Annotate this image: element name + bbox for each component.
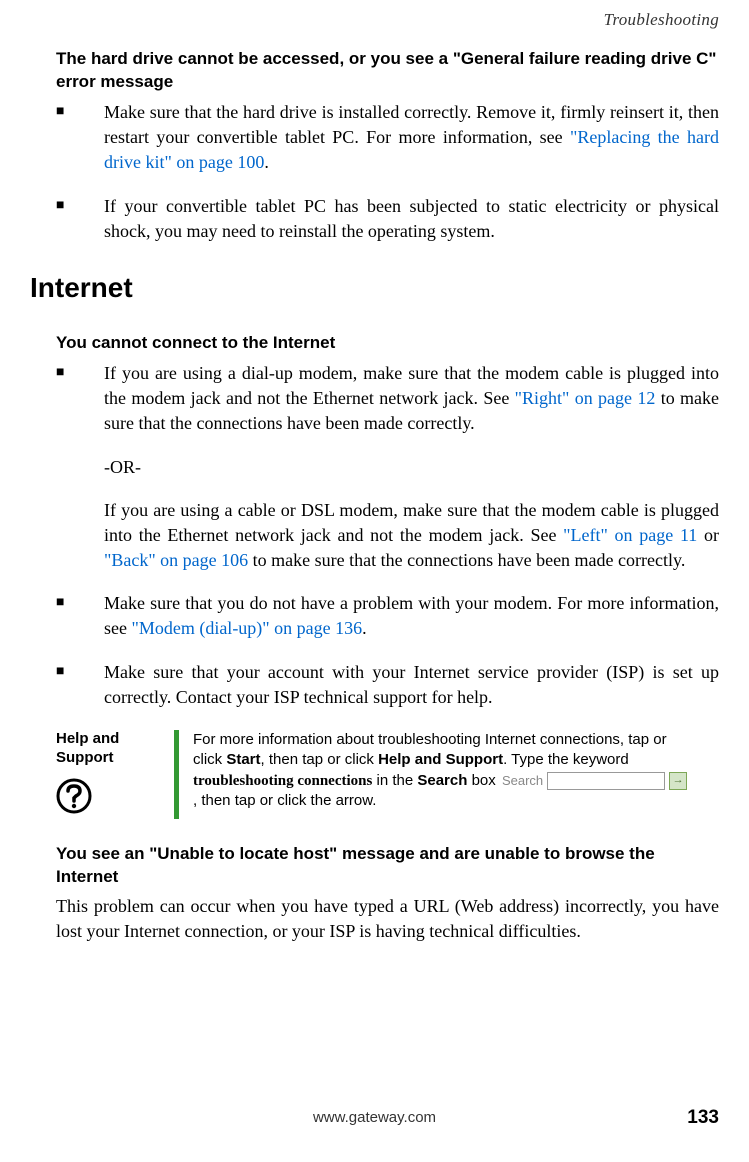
bold-help: Help and Support [378,751,503,768]
list-item: If you are using a dial-up modem, make s… [56,361,719,435]
text: or [697,525,719,545]
help-divider [174,730,179,819]
bullet-list-hd: Make sure that the hard drive is install… [56,100,719,244]
search-input[interactable] [547,772,665,790]
or-text: -OR- [104,455,719,480]
sub-para-dsl: If you are using a cable or DSL modem, m… [104,498,719,572]
search-label: Search [502,772,543,790]
text: box [467,772,500,789]
text: , then tap or click the arrow. [193,792,376,809]
link-left[interactable]: "Left" on page 11 [563,525,697,545]
list-item: Make sure that your account with your In… [56,660,719,710]
text: . Type the keyword [503,751,629,768]
list-item: Make sure that the hard drive is install… [56,100,719,174]
footer-url: www.gateway.com [313,1109,436,1126]
link-right[interactable]: "Right" on page 12 [515,388,656,408]
text: , then tap or click [261,751,379,768]
body-para-host: This problem can occur when you have typ… [56,894,719,944]
search-widget: Search → [502,772,687,790]
bold-start: Start [226,751,260,768]
bullet-list-internet2: Make sure that you do not have a problem… [56,591,719,710]
page-number: 133 [687,1107,719,1129]
list-item: Make sure that you do not have a problem… [56,591,719,641]
heading-no-connect: You cannot connect to the Internet [56,332,719,355]
heading-hd-error: The hard drive cannot be accessed, or yo… [56,48,719,94]
help-left: Help and Support [56,730,174,819]
text: . [362,618,367,638]
list-item: If your convertible tablet PC has been s… [56,194,719,244]
keyword: troubleshooting connections [193,773,372,789]
help-title: Help and Support [56,730,164,768]
text: to make sure that the connections have b… [248,550,685,570]
link-modem[interactable]: "Modem (dial-up)" on page 136 [131,618,362,638]
bullet-list-internet1: If you are using a dial-up modem, make s… [56,361,719,435]
help-text: For more information about troubleshooti… [193,730,693,819]
link-back[interactable]: "Back" on page 106 [104,550,248,570]
text: . [264,152,269,172]
text: in the [372,772,417,789]
section-internet: Internet [30,272,719,304]
heading-locate-host: You see an "Unable to locate host" messa… [56,843,719,889]
running-header: Troubleshooting [30,10,719,30]
help-support-box: Help and Support For more information ab… [56,730,693,819]
footer: www.gateway.com 133 [30,1109,719,1126]
arrow-icon[interactable]: → [669,772,687,790]
question-icon [56,778,164,819]
bold-search: Search [417,772,467,789]
